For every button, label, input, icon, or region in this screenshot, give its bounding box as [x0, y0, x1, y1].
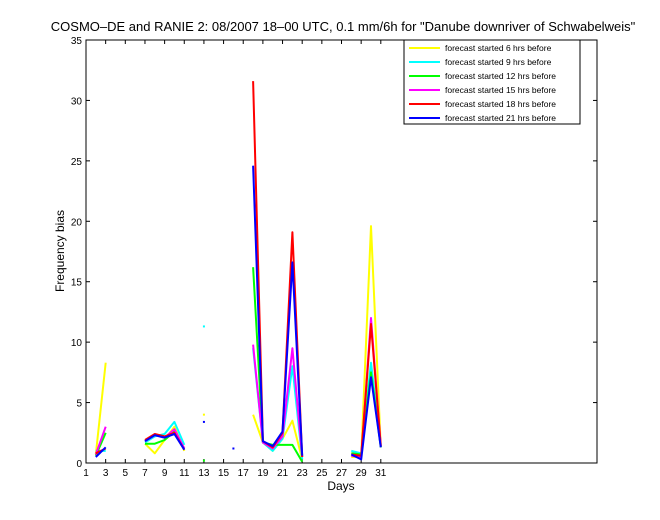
y-tick-label: 0 — [76, 459, 82, 470]
y-tick-label: 25 — [71, 157, 83, 168]
x-axis: 1 3 5 7 9 11 13 15 17 19 21 23 25 27 29 31 — [83, 40, 387, 479]
series-layer — [94, 81, 382, 463]
series-line — [144, 420, 186, 446]
legend-box — [403, 39, 581, 125]
legend: forecast started 6 hrs before forecast st… — [403, 39, 581, 125]
y-tick-label: 5 — [76, 399, 82, 410]
x-tick-label: 3 — [103, 468, 109, 479]
x-tick-label: 21 — [277, 468, 289, 479]
series-line — [144, 433, 186, 451]
series-line — [94, 362, 107, 455]
x-tick-label: 13 — [198, 468, 210, 479]
y-tick-label: 15 — [71, 278, 83, 289]
y-axis-label: Frequency bias — [53, 210, 67, 292]
series-point — [202, 325, 205, 328]
x-tick-label: 27 — [336, 468, 348, 479]
series-point — [202, 413, 205, 416]
series-line — [95, 446, 107, 458]
x-tick-label: 17 — [238, 468, 250, 479]
series-line — [252, 165, 304, 456]
y-tick-label: 20 — [71, 217, 83, 228]
x-tick-label: 25 — [316, 468, 328, 479]
x-tick-label: 5 — [123, 468, 129, 479]
x-tick-label: 19 — [257, 468, 269, 479]
x-tick-label: 31 — [375, 468, 387, 479]
series-line — [350, 376, 382, 461]
y-tick-label: 10 — [71, 338, 83, 349]
series-point — [202, 420, 205, 423]
series-6 — [95, 165, 382, 461]
chart-title: COSMO–DE and RANIE 2: 08/2007 18–00 UTC,… — [51, 19, 636, 34]
x-tick-label: 7 — [142, 468, 148, 479]
x-tick-label: 23 — [297, 468, 309, 479]
x-tick-label: 9 — [162, 468, 168, 479]
legend-label: forecast started 15 hrs before — [445, 85, 556, 95]
x-tick-label: 11 — [179, 468, 190, 479]
x-tick-label: 29 — [356, 468, 368, 479]
legend-label: forecast started 18 hrs before — [445, 99, 556, 109]
y-tick-label: 30 — [71, 96, 83, 107]
y-axis: 0 5 10 15 20 25 30 35 — [71, 36, 597, 470]
series-line — [252, 344, 304, 458]
y-tick-label: 35 — [71, 36, 83, 47]
legend-label: forecast started 21 hrs before — [445, 113, 556, 123]
series-point — [232, 447, 235, 450]
legend-label: forecast started 6 hrs before — [445, 43, 552, 53]
series-line — [94, 426, 107, 455]
x-axis-label: Days — [327, 479, 354, 493]
legend-label: forecast started 12 hrs before — [445, 71, 556, 81]
series-line — [351, 323, 382, 457]
x-tick-label: 15 — [218, 468, 230, 479]
series-point — [202, 459, 205, 462]
legend-label: forecast started 9 hrs before — [445, 57, 552, 67]
x-tick-label: 1 — [83, 468, 89, 479]
